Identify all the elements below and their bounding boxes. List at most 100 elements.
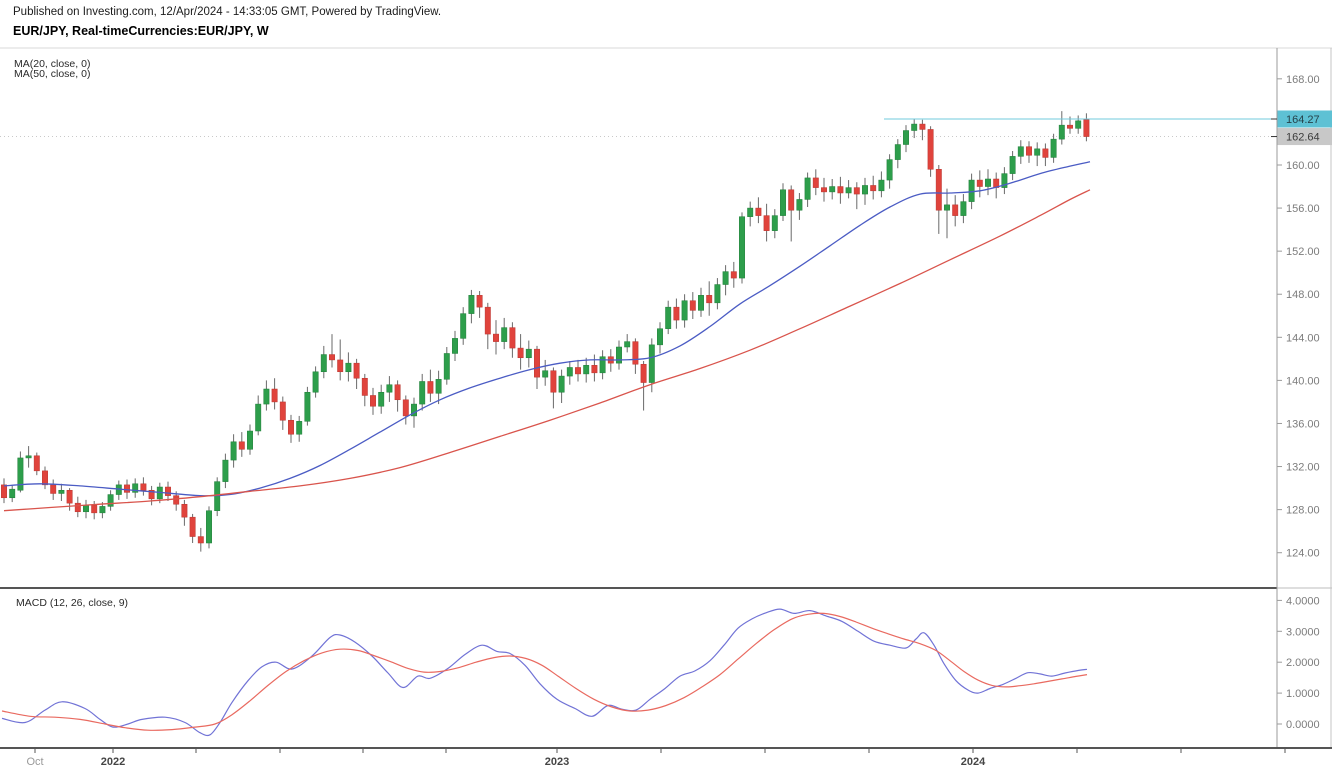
- macd-axis-labels: 4.0000 3.0000 2.0000 1.0000 0.0000: [1277, 595, 1320, 731]
- svg-text:2022: 2022: [101, 756, 125, 768]
- signal-line[interactable]: [1, 612, 1088, 731]
- candle-down: [66, 489, 73, 504]
- candle-up: [845, 187, 852, 194]
- time-axis-labels: Oct 2022 2023 2024: [26, 748, 1286, 768]
- candle-up: [1009, 156, 1016, 174]
- candle-up: [452, 338, 458, 354]
- candle-up: [829, 186, 836, 193]
- candle-up: [230, 441, 237, 461]
- candle-up: [17, 457, 24, 491]
- candle-down: [148, 489, 155, 500]
- candle-up: [206, 510, 212, 544]
- candle-down: [591, 365, 598, 374]
- candle-up: [862, 185, 868, 195]
- svg-text:164.27: 164.27: [1286, 114, 1320, 126]
- candle-down: [50, 484, 57, 494]
- candle-up: [566, 367, 573, 377]
- candle-up: [886, 159, 893, 181]
- candle-down: [821, 187, 827, 193]
- candle-down: [706, 295, 713, 304]
- candle-down: [730, 271, 737, 279]
- candle-up: [247, 430, 253, 450]
- candle-up: [558, 375, 565, 393]
- candle-up: [583, 365, 590, 375]
- candle-up: [780, 189, 786, 216]
- candle-down: [361, 377, 368, 396]
- candle-down: [853, 187, 860, 195]
- macd-line[interactable]: [1, 608, 1088, 737]
- candle-up: [263, 388, 270, 405]
- candle-down: [640, 363, 647, 383]
- candle-down: [1026, 146, 1032, 156]
- candle-down: [42, 470, 48, 486]
- candle-down: [484, 306, 491, 335]
- price-axis-labels: 168.00 160.00 156.00 152.00 148.00 144.00 140.…: [1277, 74, 1320, 560]
- candle-down: [935, 169, 942, 211]
- candle-up: [739, 216, 745, 279]
- candle-down: [575, 367, 581, 375]
- candle-down: [353, 362, 360, 379]
- candle-up: [616, 346, 622, 364]
- prev-close-tag[interactable]: 162.64: [1271, 128, 1332, 146]
- candle-up: [501, 327, 508, 342]
- candle-down: [927, 129, 934, 170]
- candle-down: [238, 441, 245, 450]
- candle-down: [124, 484, 130, 493]
- candle-down: [1083, 119, 1090, 137]
- candle-up: [107, 494, 114, 507]
- candle-down: [279, 401, 286, 421]
- candle-up: [903, 130, 909, 145]
- svg-text:148.00: 148.00: [1286, 289, 1320, 301]
- candle-up: [320, 354, 327, 373]
- candle-up: [525, 348, 532, 359]
- candle-down: [91, 505, 98, 514]
- candle-up: [1075, 120, 1082, 129]
- candle-up: [378, 391, 385, 407]
- candle-down: [1042, 148, 1049, 158]
- candle-down: [632, 341, 639, 365]
- candle-down: [370, 395, 376, 407]
- candle-up: [255, 403, 262, 432]
- candle-up: [714, 284, 721, 304]
- candle-up: [1050, 138, 1057, 158]
- svg-text:152.00: 152.00: [1286, 246, 1320, 258]
- candle-up: [25, 455, 32, 459]
- last-price-tag[interactable]: 164.27: [1271, 110, 1332, 128]
- candle-up: [599, 356, 606, 374]
- candle-up: [312, 371, 319, 393]
- candle-down: [763, 215, 770, 231]
- candle-down: [427, 381, 434, 394]
- candle-up: [657, 328, 663, 346]
- svg-text:2024: 2024: [961, 756, 986, 768]
- candle-up: [804, 177, 811, 200]
- candle-up: [911, 123, 918, 131]
- candle-down: [271, 388, 278, 403]
- candle-up: [1017, 146, 1024, 157]
- candle-up: [435, 379, 442, 394]
- candle-down: [329, 354, 335, 361]
- candle-down: [1067, 124, 1073, 129]
- ma-legend: MA(20, close, 0) MA(50, close, 0): [14, 59, 90, 80]
- candle-up: [722, 271, 729, 285]
- svg-text:160.00: 160.00: [1286, 160, 1320, 172]
- candle-down: [755, 207, 762, 216]
- candle-up: [747, 207, 754, 217]
- svg-text:140.00: 140.00: [1286, 375, 1320, 387]
- svg-text:168.00: 168.00: [1286, 74, 1320, 86]
- ma50-line[interactable]: [3, 189, 1091, 512]
- candle-up: [878, 179, 885, 192]
- candle-up: [894, 144, 901, 160]
- candle-down: [165, 486, 171, 496]
- candle-up: [960, 201, 967, 216]
- candle-up: [985, 178, 991, 187]
- candle-down: [476, 295, 483, 308]
- svg-text:144.00: 144.00: [1286, 332, 1320, 344]
- candle-down: [140, 483, 147, 491]
- candle-up: [1058, 124, 1065, 140]
- candle-down: [394, 384, 401, 401]
- candle-down: [837, 186, 844, 194]
- candle-up: [665, 306, 672, 329]
- ma20-line[interactable]: [3, 161, 1091, 497]
